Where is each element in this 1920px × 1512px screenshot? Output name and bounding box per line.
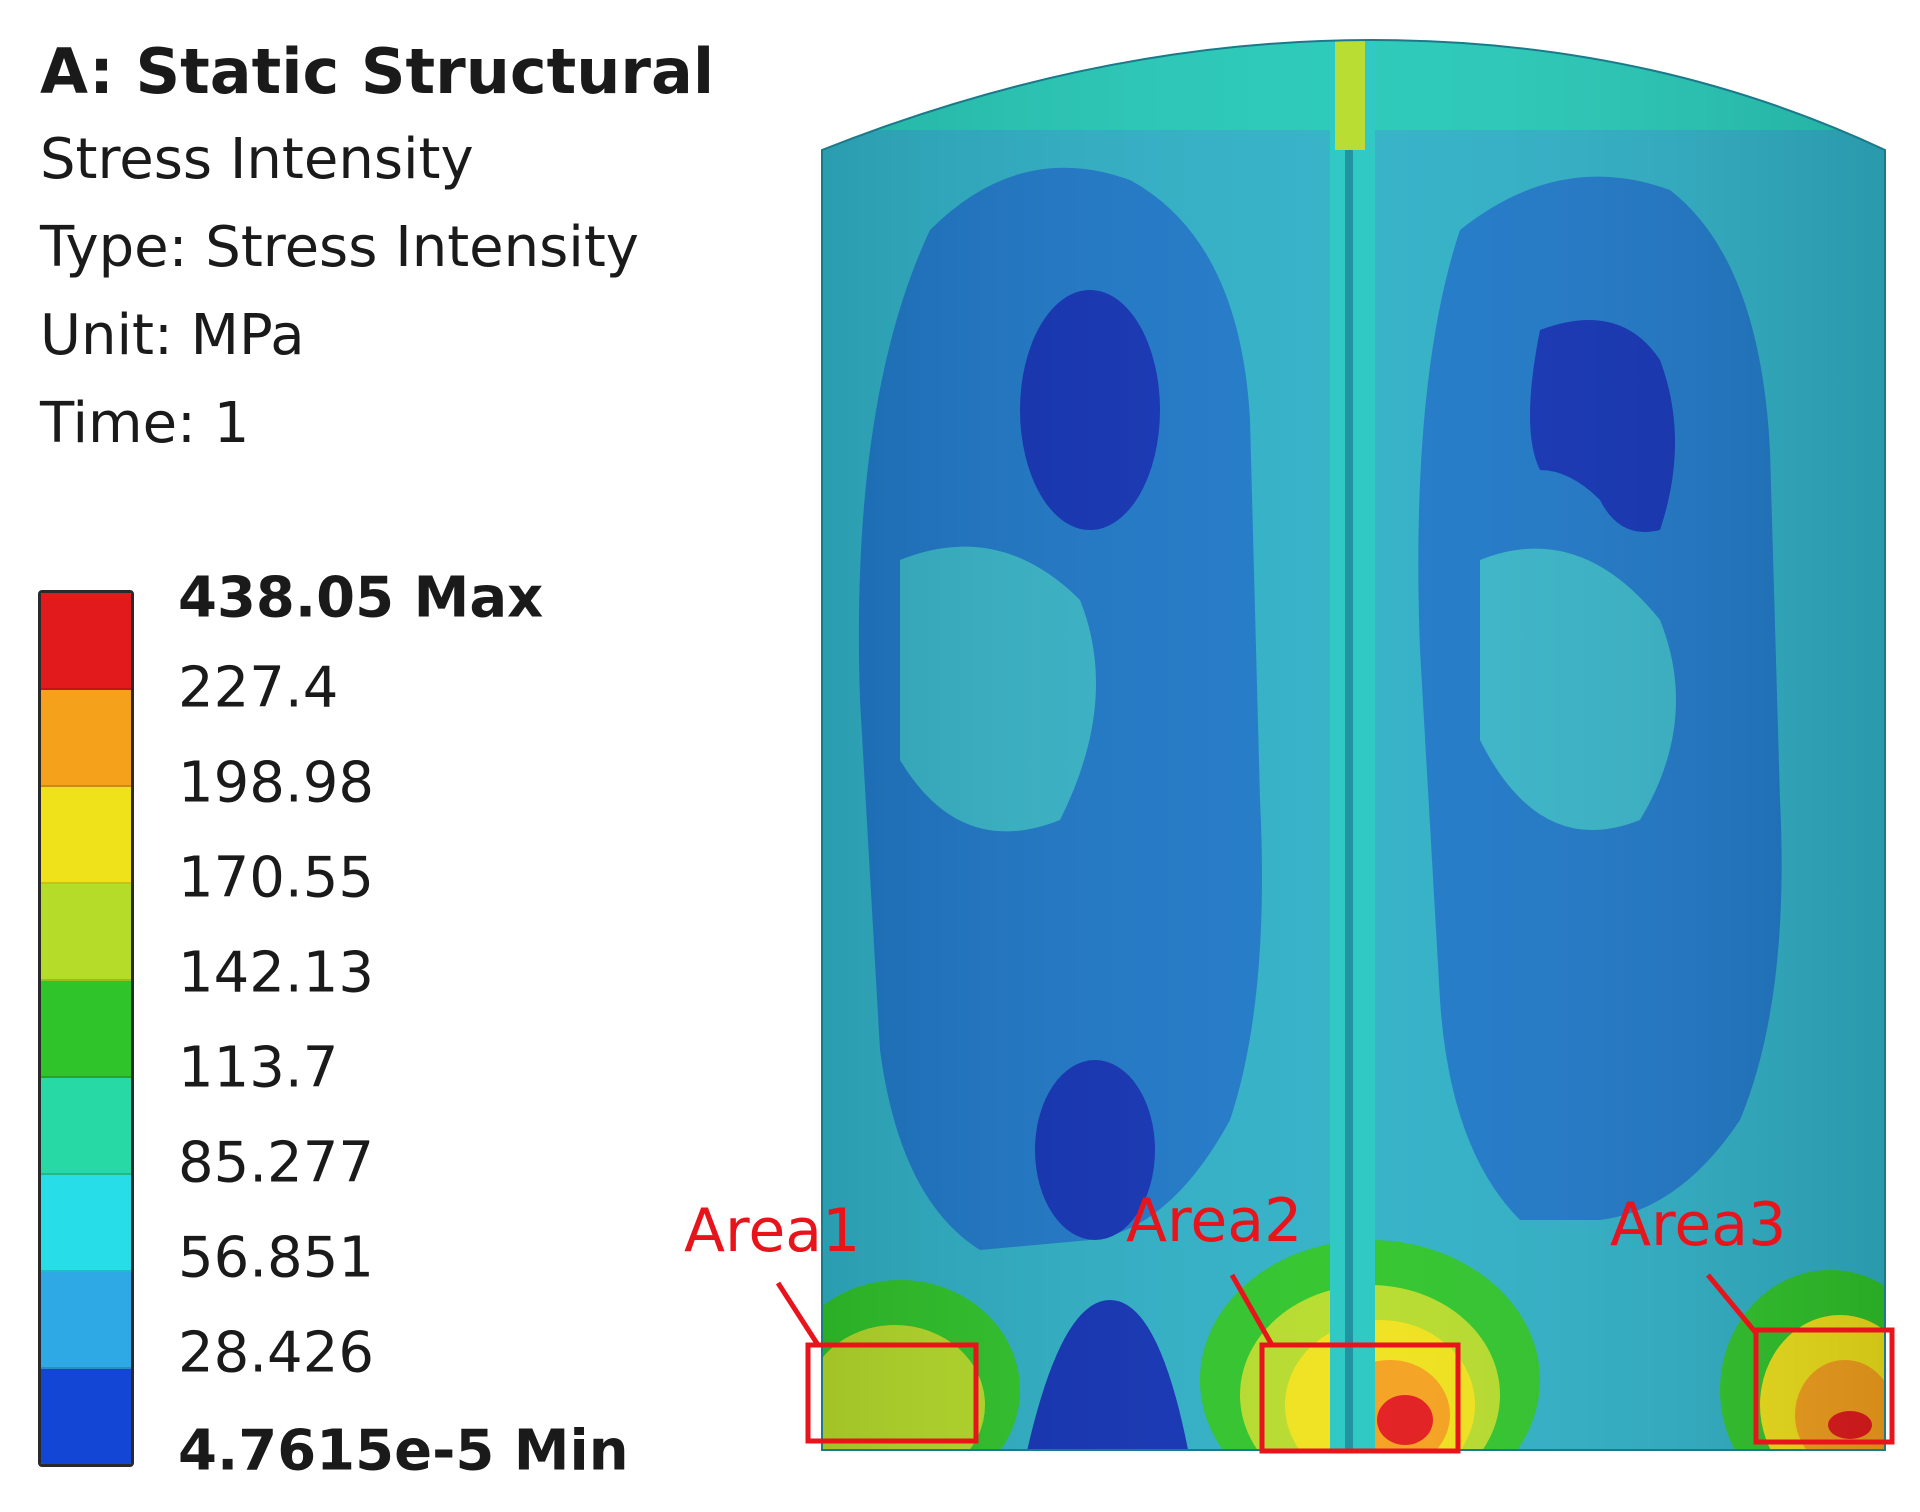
area1-label: Area1	[684, 1196, 861, 1266]
result-unit: Unit: MPa	[40, 303, 305, 368]
legend-label: 170.55	[178, 845, 374, 911]
area3-box	[1753, 1327, 1895, 1445]
analysis-title: A: Static Structural	[40, 35, 715, 108]
annotation-overlay	[775, 1273, 1895, 1454]
area1-leader	[775, 1281, 821, 1347]
body-shading	[822, 40, 1885, 1450]
legend-swatch	[41, 1369, 131, 1464]
legend-label: 85.277	[178, 1130, 374, 1196]
result-header: A: Static Structural Stress Intensity Ty…	[40, 28, 714, 468]
area1-box	[805, 1342, 979, 1444]
legend-label: 227.4	[178, 655, 339, 721]
legend-label: 56.851	[178, 1225, 374, 1291]
legend-swatch	[41, 593, 131, 690]
legend-swatch	[41, 1175, 131, 1272]
legend-label: 142.13	[178, 940, 374, 1006]
legend-swatch	[41, 1272, 131, 1369]
legend-swatch	[41, 690, 131, 787]
legend-swatch	[41, 787, 131, 884]
result-name: Stress Intensity	[40, 127, 474, 192]
legend-label: 28.426	[178, 1320, 374, 1386]
area3-label: Area3	[1610, 1190, 1787, 1260]
result-type: Type: Stress Intensity	[40, 215, 639, 280]
legend-label: 438.05 Max	[178, 565, 544, 631]
area2-label: Area2	[1126, 1186, 1303, 1256]
legend-label: 198.98	[178, 750, 374, 816]
area2-box	[1259, 1342, 1461, 1454]
contour-body	[822, 40, 1885, 1450]
legend-label: 113.7	[178, 1035, 339, 1101]
legend-swatch	[41, 981, 131, 1078]
body-outline	[821, 38, 1886, 1451]
area3-leader	[1706, 1273, 1758, 1335]
legend-label: 4.7615e-5 Min	[178, 1418, 629, 1484]
color-legend: 438.05 Max 227.4 198.98 170.55 142.13 113.7 85…	[38, 566, 678, 1490]
legend-swatch	[41, 1078, 131, 1175]
result-time: Time: 1	[40, 391, 250, 456]
area2-leader	[1229, 1273, 1275, 1347]
legend-color-bar	[38, 590, 134, 1467]
legend-swatch	[41, 884, 131, 981]
